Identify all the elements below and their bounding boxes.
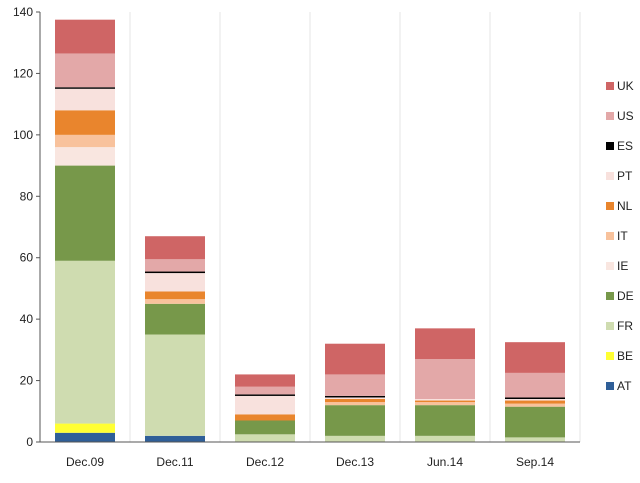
y-tick-label: 120: [13, 66, 33, 80]
legend-swatch-ie: [606, 262, 614, 270]
legend-label-ie: IE: [617, 259, 628, 273]
bar-segment-it: [325, 402, 385, 406]
bar-segment-uk: [235, 374, 295, 387]
bar-segment-uk: [145, 236, 205, 260]
bar-segment-de: [505, 406, 565, 438]
bar-segment-us: [55, 53, 115, 88]
bar-segment-nl: [325, 399, 385, 403]
legend-swatch-uk: [606, 82, 614, 90]
axes-layer: Dec.09 Dec.11 Dec.12 Dec.13 Jun.14 Sep.14 0 20 4…: [13, 5, 580, 469]
legend-swatch-be: [606, 352, 614, 360]
legend-label-es: ES: [617, 139, 633, 153]
bar-segment-at: [145, 435, 205, 442]
bar-segment-de: [55, 165, 115, 261]
bar-segment-nl: [145, 291, 205, 300]
legend-swatch-es: [606, 142, 614, 150]
bar-segment-uk: [325, 343, 385, 375]
bar-segment-us: [325, 374, 385, 396]
legend-label-uk: UK: [617, 79, 634, 93]
bar-segment-pt: [55, 88, 115, 111]
legend-label-at: AT: [617, 379, 632, 393]
x-tick-label: Dec.09: [66, 455, 104, 469]
y-tick-label: 140: [13, 5, 33, 19]
bar-segment-it: [505, 403, 565, 407]
legend-swatch-us: [606, 112, 614, 120]
bar-segment-us: [415, 359, 475, 399]
bar-segment-uk: [505, 342, 565, 373]
bar-segment-it: [55, 134, 115, 148]
bar-segment-it: [415, 402, 475, 406]
grid-layer: [129, 12, 581, 442]
bars-layer: [55, 19, 565, 442]
bar-segment-fr: [415, 435, 475, 442]
y-tick-label: 100: [13, 128, 33, 142]
x-tick-label: Dec.11: [156, 455, 193, 469]
bar-segment-de: [235, 420, 295, 435]
bar-segment-us: [235, 386, 295, 395]
legend-swatch-pt: [606, 172, 614, 180]
bar-segment-de: [145, 303, 205, 335]
bar-segment-at: [55, 432, 115, 442]
y-tick-label: 80: [20, 189, 34, 203]
bar-segment-fr: [505, 437, 565, 442]
bar-segment-pt: [505, 399, 565, 401]
y-tick-label: 40: [20, 312, 34, 326]
bar-segment-pt: [325, 397, 385, 399]
bar-segment-pt: [145, 273, 205, 292]
legend-label-de: DE: [617, 289, 634, 303]
legend-swatch-de: [606, 292, 614, 300]
bar-segment-us: [145, 259, 205, 272]
bar-segment-de: [415, 405, 475, 436]
bar-segment-es: [145, 271, 205, 274]
legend-label-it: IT: [617, 229, 628, 243]
bar-segment-fr: [325, 435, 385, 442]
x-tick-label: Jun.14: [427, 455, 463, 469]
x-tick-label: Dec.12: [246, 455, 284, 469]
bar-segment-uk: [55, 19, 115, 54]
legend-swatch-it: [606, 232, 614, 240]
legend-swatch-nl: [606, 202, 614, 210]
bar-segment-it: [145, 299, 205, 304]
bar-segment-de: [325, 405, 385, 436]
bar-segment-es: [235, 394, 295, 396]
legend-label-fr: FR: [617, 319, 633, 333]
legend-label-be: BE: [617, 349, 633, 363]
x-tick-label: Sep.14: [516, 455, 554, 469]
bar-segment-pt: [415, 399, 475, 401]
bar-segment-es: [505, 397, 565, 399]
legend-label-us: US: [617, 109, 634, 123]
legend-label-nl: NL: [617, 199, 633, 213]
bar-segment-ie: [55, 147, 115, 166]
bar-segment-es: [325, 395, 385, 398]
legend-label-pt: PT: [617, 169, 633, 183]
bar-segment-pt: [235, 395, 295, 415]
y-tick-label: 0: [26, 435, 33, 449]
bar-segment-fr: [145, 334, 205, 436]
bar-segment-be: [55, 423, 115, 433]
bar-segment-fr: [55, 260, 115, 424]
bar-segment-nl: [505, 400, 565, 404]
legend-swatch-fr: [606, 322, 614, 330]
bar-segment-es: [55, 87, 115, 89]
bar-segment-us: [505, 372, 565, 398]
bar-segment-uk: [415, 328, 475, 360]
bar-segment-nl: [235, 414, 295, 421]
legend-swatch-at: [606, 382, 614, 390]
bar-segment-nl: [415, 400, 475, 403]
y-tick-label: 60: [20, 251, 34, 265]
bar-segment-fr: [235, 434, 295, 442]
bar-segment-nl: [55, 110, 115, 135]
legend: UK US ES PT NL IT IE DE FR BE AT: [606, 79, 634, 393]
y-tick-label: 20: [20, 374, 34, 388]
x-tick-label: Dec.13: [336, 455, 374, 469]
